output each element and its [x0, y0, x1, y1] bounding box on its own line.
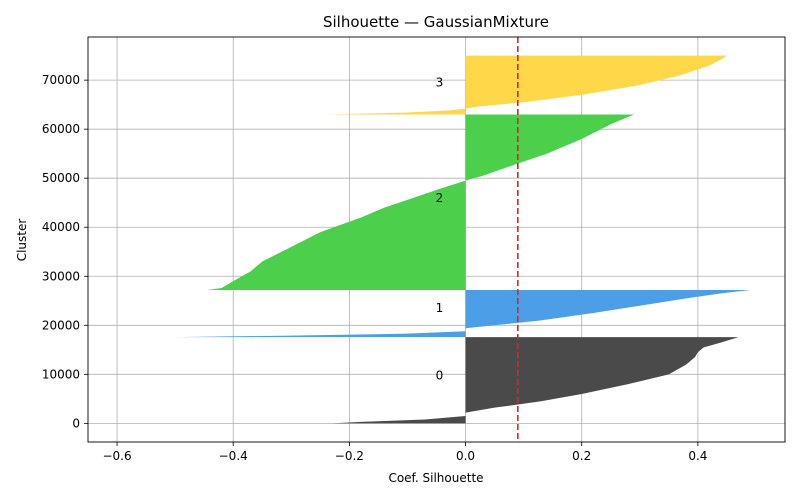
y-tick-label-4: 40000 [42, 220, 80, 234]
cluster-labels: 0 1 2 3 [436, 76, 444, 383]
cluster-area-3 [326, 55, 727, 115]
cluster-label-2: 2 [436, 191, 444, 205]
y-tick-label-7: 70000 [42, 73, 80, 87]
x-tick-label-1: −0.4 [219, 449, 248, 463]
y-tick-label-3: 30000 [42, 269, 80, 283]
y-tick-label-0: 0 [72, 416, 80, 430]
x-tick-label-5: 0.4 [688, 449, 707, 463]
plot-frame [87, 36, 786, 443]
x-tick-label-0: −0.6 [102, 449, 131, 463]
y-axis-ticks: 0 10000 20000 30000 40000 50000 60000 70000 [42, 73, 88, 430]
cluster-label-0: 0 [436, 368, 444, 382]
y-tick-label-5: 50000 [42, 171, 80, 185]
cluster-area-2 [207, 114, 634, 291]
cluster-label-3: 3 [436, 76, 444, 90]
x-tick-label-4: 0.2 [572, 449, 591, 463]
y-tick-label-2: 20000 [42, 318, 80, 332]
x-axis-title: Coef. Silhouette [388, 471, 483, 485]
silhouette-areas [175, 55, 751, 424]
chart-title: Silhouette — GaussianMixture [323, 13, 549, 31]
y-tick-label-1: 10000 [42, 367, 80, 381]
grid-lines [88, 37, 785, 442]
y-axis-title: Cluster [15, 219, 29, 262]
cluster-area-0 [331, 337, 739, 424]
x-tick-label-3: 0.0 [456, 449, 475, 463]
cluster-label-1: 1 [436, 301, 444, 315]
x-axis-ticks: −0.6 −0.4 −0.2 0.0 0.2 0.4 [102, 442, 707, 463]
y-tick-label-6: 60000 [42, 122, 80, 136]
x-tick-label-2: −0.2 [335, 449, 364, 463]
cluster-area-1 [175, 290, 751, 338]
